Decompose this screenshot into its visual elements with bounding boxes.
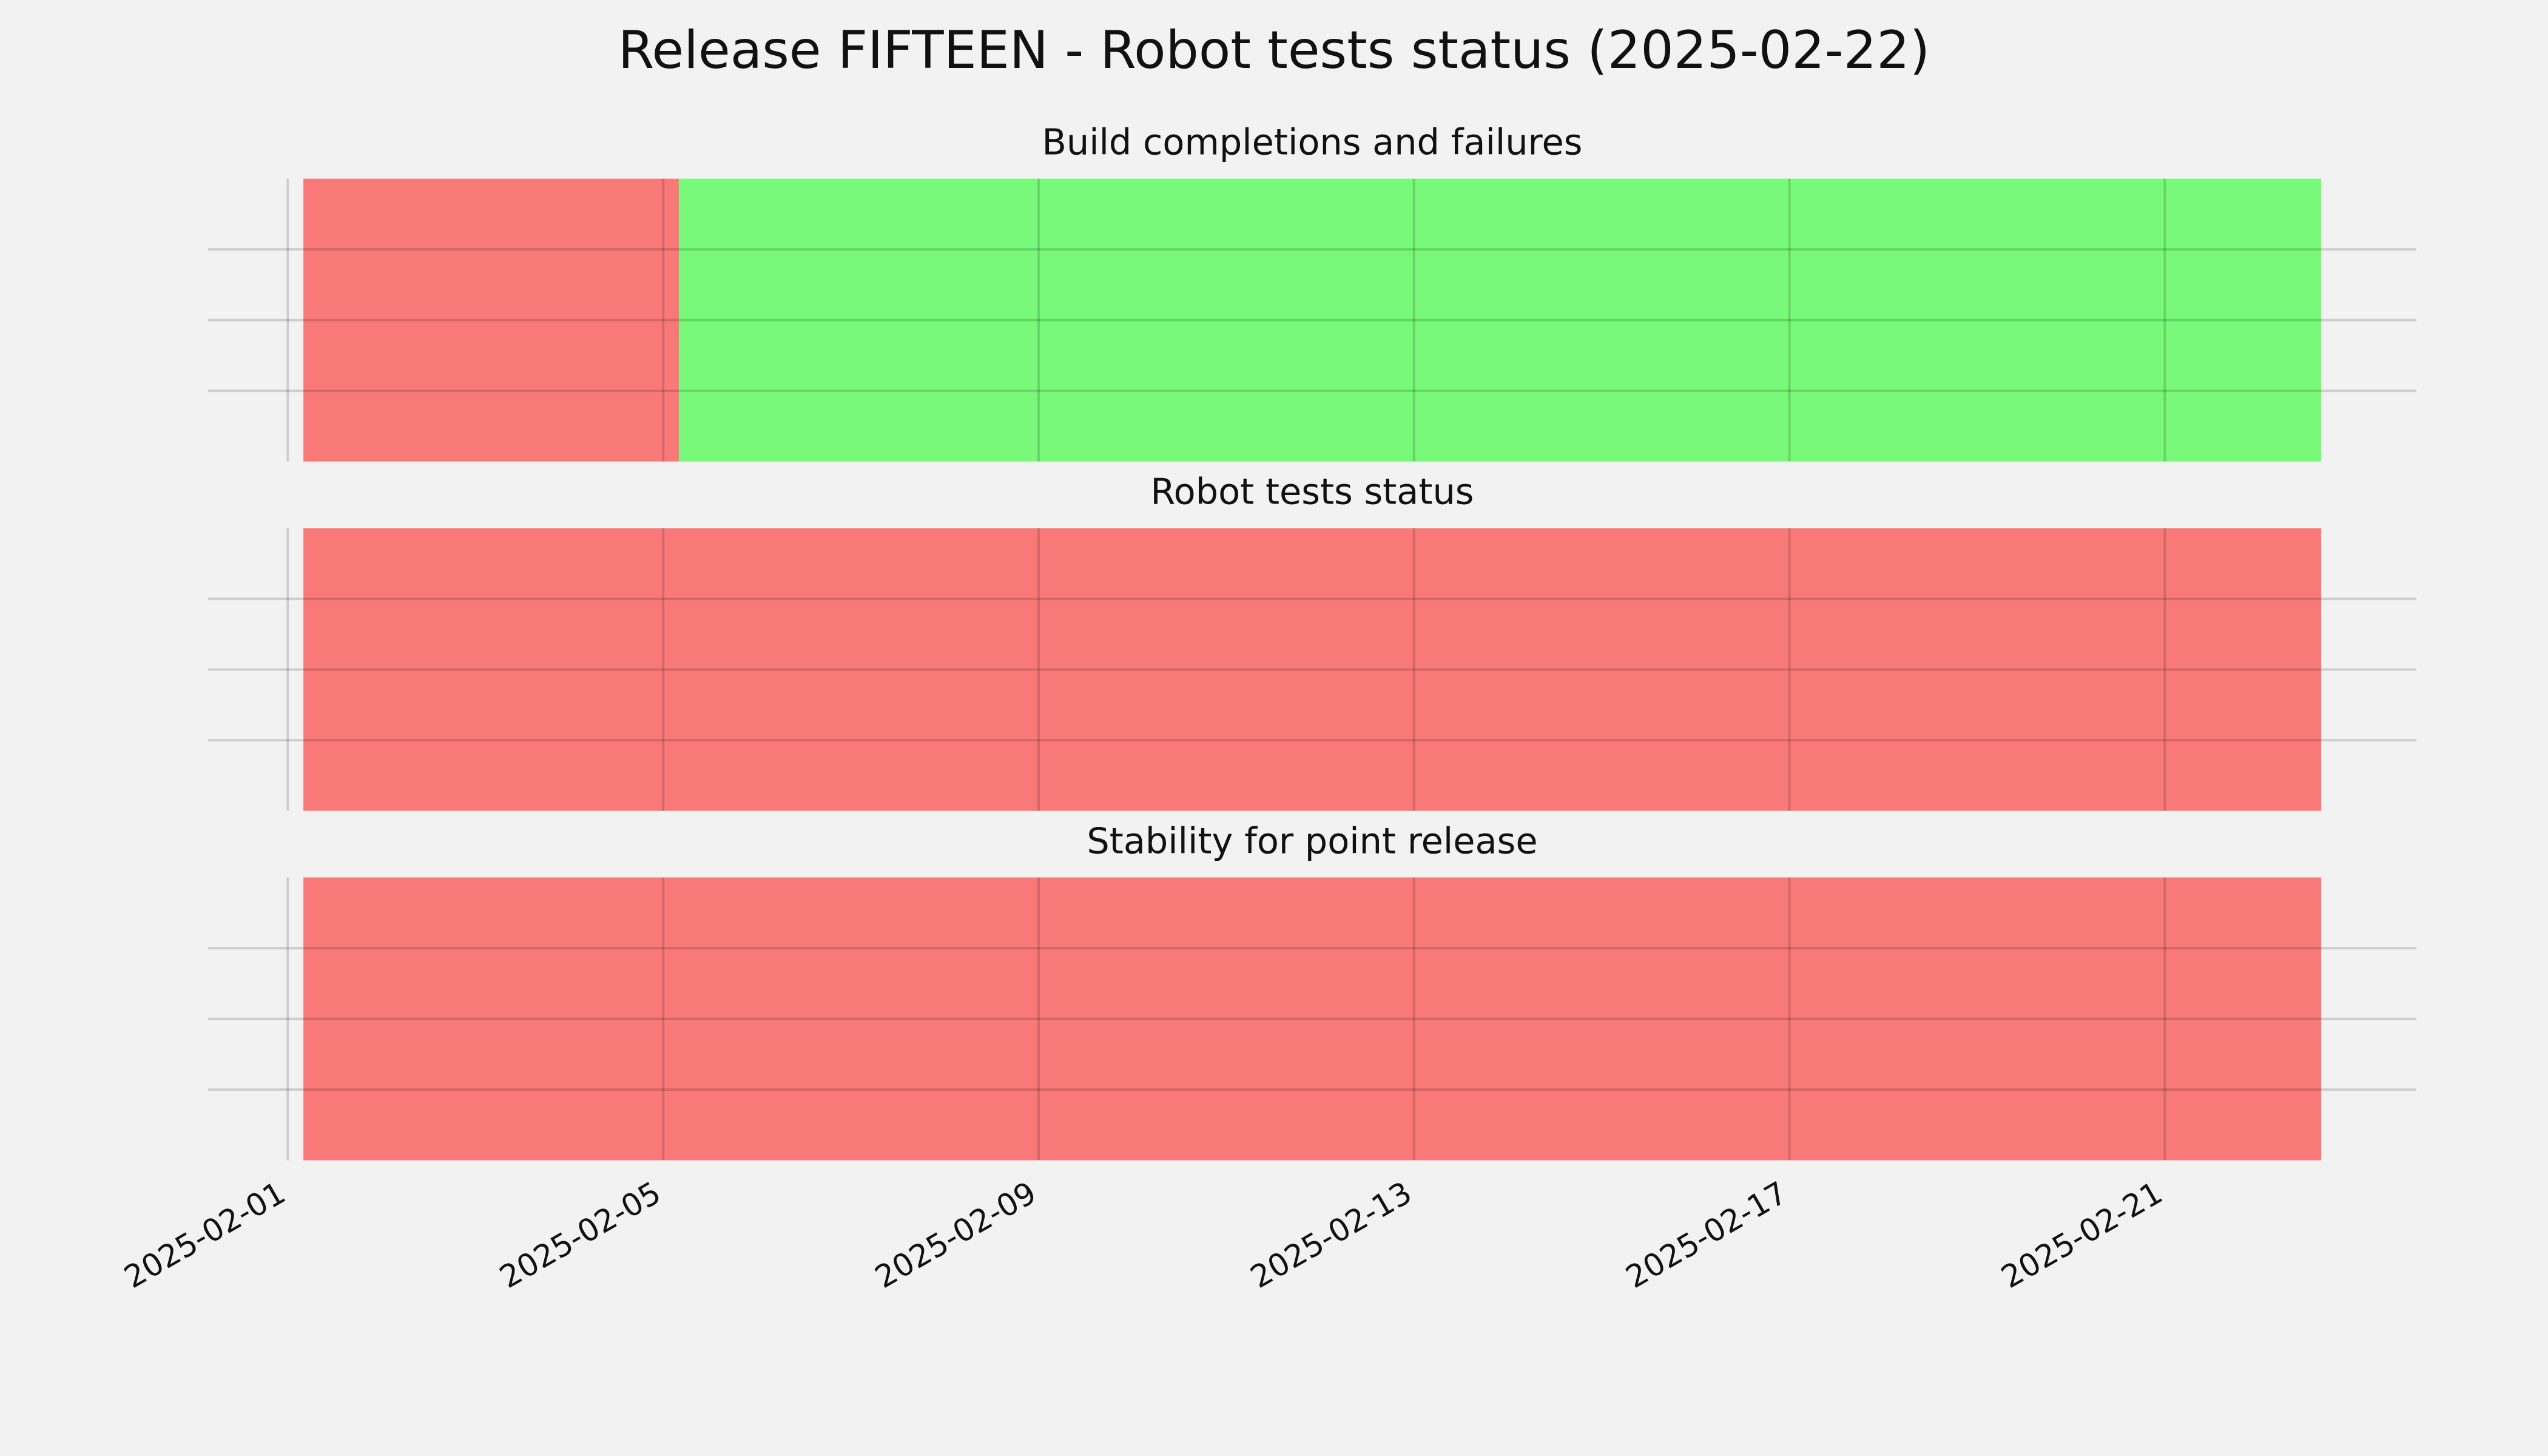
status-span: [678, 178, 2322, 462]
status-span: [303, 877, 2322, 1161]
status-span: [303, 178, 679, 462]
panel-title: Robot tests status: [1150, 470, 1474, 512]
status-span: [303, 528, 2322, 811]
figure-title: Release FIFTEEN - Robot tests status (20…: [618, 20, 1930, 81]
panel-title: Build completions and failures: [1042, 121, 1582, 163]
panel-title: Stability for point release: [1087, 820, 1537, 861]
